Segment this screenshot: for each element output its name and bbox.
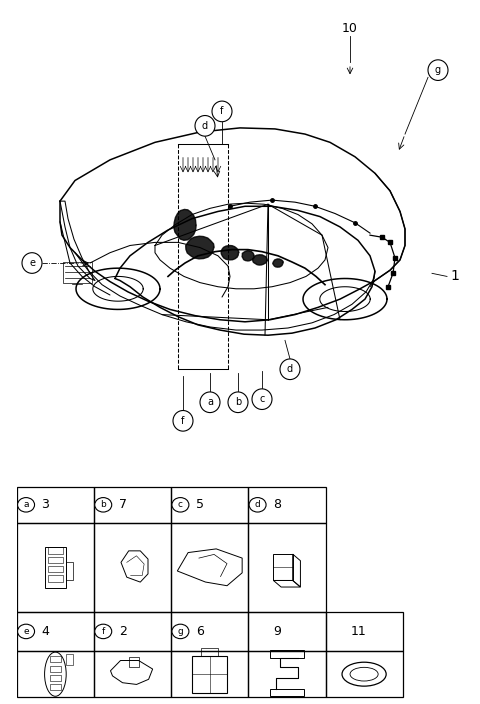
Bar: [94, 523, 171, 612]
Circle shape: [95, 498, 112, 512]
Text: e: e: [23, 627, 29, 636]
Circle shape: [173, 410, 193, 431]
Bar: [48, 575, 63, 582]
Bar: [270, 689, 304, 696]
Circle shape: [228, 392, 248, 413]
Polygon shape: [273, 259, 283, 267]
Text: d: d: [255, 501, 261, 509]
Bar: [50, 657, 61, 662]
Bar: [325, 612, 403, 651]
Bar: [50, 675, 61, 681]
Bar: [171, 612, 248, 651]
Bar: [171, 486, 248, 523]
Text: c: c: [178, 501, 183, 509]
Text: d: d: [202, 121, 208, 131]
Circle shape: [252, 389, 272, 410]
Text: 3: 3: [41, 498, 49, 511]
Bar: [248, 651, 325, 697]
Bar: [63, 262, 92, 282]
Bar: [17, 612, 94, 651]
Text: g: g: [435, 65, 441, 75]
Bar: [48, 566, 63, 572]
Bar: [248, 486, 325, 523]
Circle shape: [18, 624, 35, 639]
Polygon shape: [186, 237, 214, 259]
Circle shape: [172, 624, 189, 639]
Text: 8: 8: [273, 498, 281, 511]
Bar: [45, 547, 66, 588]
Text: 4: 4: [41, 625, 49, 638]
Bar: [17, 486, 94, 523]
Text: 7: 7: [119, 498, 127, 511]
Circle shape: [22, 253, 42, 273]
Circle shape: [95, 624, 112, 639]
Bar: [248, 612, 325, 651]
Text: b: b: [235, 397, 241, 407]
Bar: [171, 523, 248, 612]
Bar: [270, 650, 304, 658]
Bar: [192, 655, 227, 693]
Text: f: f: [102, 627, 105, 636]
Text: 6: 6: [196, 625, 204, 638]
Text: c: c: [259, 394, 264, 404]
Circle shape: [280, 359, 300, 379]
Text: a: a: [24, 501, 29, 509]
Circle shape: [18, 498, 35, 512]
Text: 9: 9: [273, 625, 281, 638]
Bar: [48, 557, 63, 563]
Circle shape: [200, 392, 220, 413]
Polygon shape: [253, 255, 267, 265]
Bar: [66, 654, 72, 665]
Bar: [94, 486, 171, 523]
Bar: [201, 648, 218, 655]
Text: d: d: [287, 364, 293, 375]
Text: 1: 1: [451, 270, 459, 284]
Text: 10: 10: [342, 23, 358, 35]
Text: a: a: [207, 397, 213, 407]
Circle shape: [195, 115, 215, 136]
Bar: [94, 612, 171, 651]
Bar: [17, 523, 94, 612]
Bar: [48, 548, 63, 554]
Text: 11: 11: [350, 625, 366, 638]
Bar: [248, 523, 325, 612]
Bar: [171, 651, 248, 697]
Circle shape: [212, 101, 232, 122]
Circle shape: [172, 498, 189, 512]
Text: b: b: [100, 501, 106, 509]
Circle shape: [249, 498, 266, 512]
Text: 2: 2: [119, 625, 127, 638]
Bar: [17, 651, 94, 697]
Circle shape: [428, 60, 448, 80]
Polygon shape: [221, 246, 240, 260]
Text: f: f: [181, 416, 185, 426]
Text: 5: 5: [196, 498, 204, 511]
Polygon shape: [242, 251, 254, 261]
Bar: [94, 651, 171, 697]
Bar: [50, 666, 61, 672]
Text: e: e: [29, 258, 35, 268]
Bar: [50, 684, 61, 690]
Text: f: f: [220, 106, 224, 116]
Bar: [325, 651, 403, 697]
Bar: [66, 562, 72, 580]
Bar: [274, 554, 293, 581]
Text: g: g: [178, 627, 183, 636]
Bar: [129, 657, 139, 667]
Polygon shape: [174, 209, 196, 240]
